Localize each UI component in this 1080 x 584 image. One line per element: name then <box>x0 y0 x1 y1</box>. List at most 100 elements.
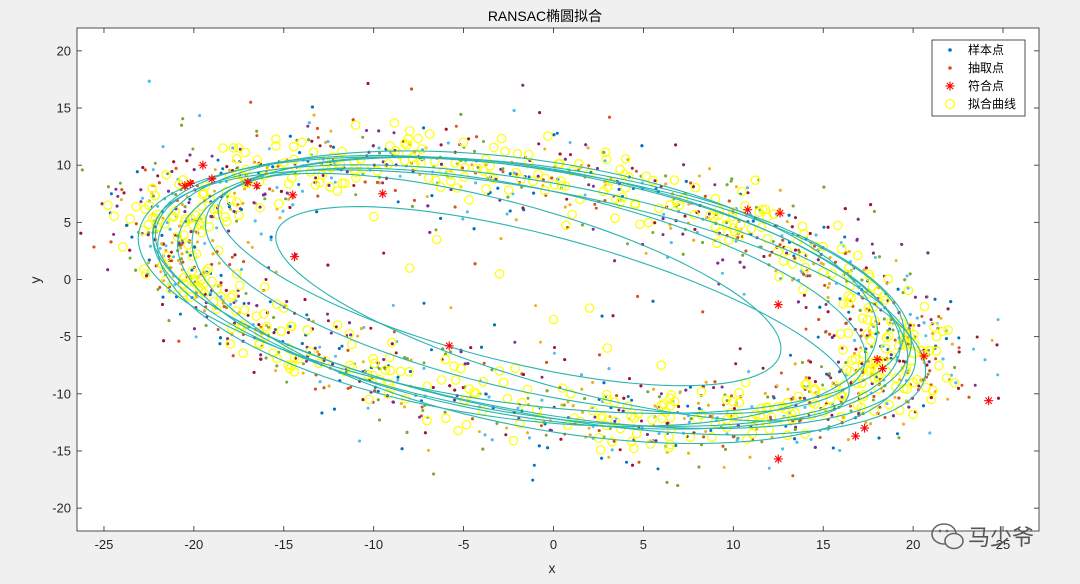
fit-marker <box>620 154 631 164</box>
sample-point <box>539 340 542 344</box>
sample-point <box>317 353 321 356</box>
sample-point <box>540 398 544 402</box>
fit-marker <box>628 443 639 454</box>
sample-point <box>247 301 251 305</box>
fit-marker <box>197 189 208 200</box>
sample-point <box>288 206 292 209</box>
sample-point <box>180 257 183 261</box>
fit-marker <box>941 373 952 383</box>
sample-point <box>316 126 319 130</box>
y-tick-label: -20 <box>52 501 71 516</box>
sample-point <box>762 255 766 258</box>
sample-point <box>165 221 169 224</box>
fit-marker <box>461 419 472 430</box>
sample-point <box>807 376 811 380</box>
sample-point <box>168 227 172 231</box>
sample-point <box>400 447 404 451</box>
sample-point <box>775 384 779 388</box>
sample-point <box>833 260 837 264</box>
watermark-text: 马少爷 <box>968 526 1034 551</box>
sample-point <box>597 429 601 433</box>
fit-marker <box>723 235 734 246</box>
sample-point <box>203 309 206 313</box>
sample-point <box>331 362 335 366</box>
sample-point <box>838 297 842 301</box>
fit-marker <box>458 137 469 148</box>
sample-point <box>602 381 606 385</box>
fit-marker <box>858 391 869 402</box>
sample-point <box>130 235 134 239</box>
sample-point <box>398 174 402 178</box>
fit-marker <box>643 217 654 228</box>
sample-point <box>708 167 712 171</box>
sample-point <box>721 444 725 448</box>
sample-point <box>957 336 961 340</box>
sample-point <box>505 426 509 430</box>
fit-marker <box>288 141 299 152</box>
sample-point <box>844 322 848 325</box>
sample-point <box>628 377 631 381</box>
fit-marker <box>517 397 527 408</box>
sample-point <box>490 368 494 372</box>
y-tick-label: 5 <box>64 215 71 230</box>
sample-point <box>779 277 783 281</box>
sample-point <box>864 420 868 424</box>
sample-point <box>816 258 820 262</box>
sample-point <box>345 170 349 174</box>
fit-marker <box>573 159 584 169</box>
fit-marker <box>240 147 251 158</box>
sample-point <box>595 167 599 170</box>
fit-marker <box>762 234 773 244</box>
sample-point <box>301 362 305 366</box>
sample-point <box>164 248 168 252</box>
sample-point <box>922 404 925 408</box>
sample-point <box>622 396 626 400</box>
sample-point <box>92 245 96 249</box>
sample-point <box>843 252 847 255</box>
sample-point <box>761 366 765 370</box>
inlier-layer <box>180 160 994 464</box>
plot-area <box>76 27 1040 532</box>
fit-marker <box>103 200 113 211</box>
sample-point <box>122 191 126 195</box>
sample-point <box>644 251 648 255</box>
y-tick-label: -5 <box>59 329 71 344</box>
sample-point <box>804 327 808 331</box>
sample-point <box>277 350 281 354</box>
sample-point <box>742 265 746 269</box>
sample-point <box>826 225 830 229</box>
fit-marker <box>656 360 667 370</box>
fit-marker <box>696 386 707 397</box>
fit-marker <box>286 321 297 332</box>
fit-marker <box>602 343 613 353</box>
sample-point <box>351 118 355 122</box>
fit-marker <box>205 194 215 204</box>
x-axis: -25 -20 -15 -10 -5 0 5 10 15 20 25 <box>95 28 1010 552</box>
sample-point <box>329 331 333 335</box>
sample-point <box>194 335 198 339</box>
sample-point <box>896 432 899 436</box>
sample-point <box>213 189 216 193</box>
sample-point <box>809 437 813 441</box>
fit-marker <box>843 328 854 338</box>
sample-point <box>603 159 607 163</box>
sample-point <box>376 180 379 184</box>
sample-point <box>273 328 277 332</box>
sample-point <box>114 187 118 191</box>
sample-point <box>222 305 226 308</box>
sample-point <box>701 241 705 244</box>
sample-point <box>425 195 429 199</box>
x-tick-label: 15 <box>816 537 830 552</box>
sample-point <box>115 204 119 208</box>
legend-label: 样本点 <box>968 42 1004 57</box>
sample-point <box>476 165 480 169</box>
fit-marker <box>478 166 488 176</box>
fit-marker <box>793 391 804 402</box>
sample-point <box>975 335 979 339</box>
sample-point <box>158 247 162 250</box>
sample-point <box>465 210 469 214</box>
fit-marker <box>508 435 519 446</box>
fit-marker <box>200 181 211 191</box>
sample-point <box>674 143 678 147</box>
sample-point <box>221 167 225 171</box>
